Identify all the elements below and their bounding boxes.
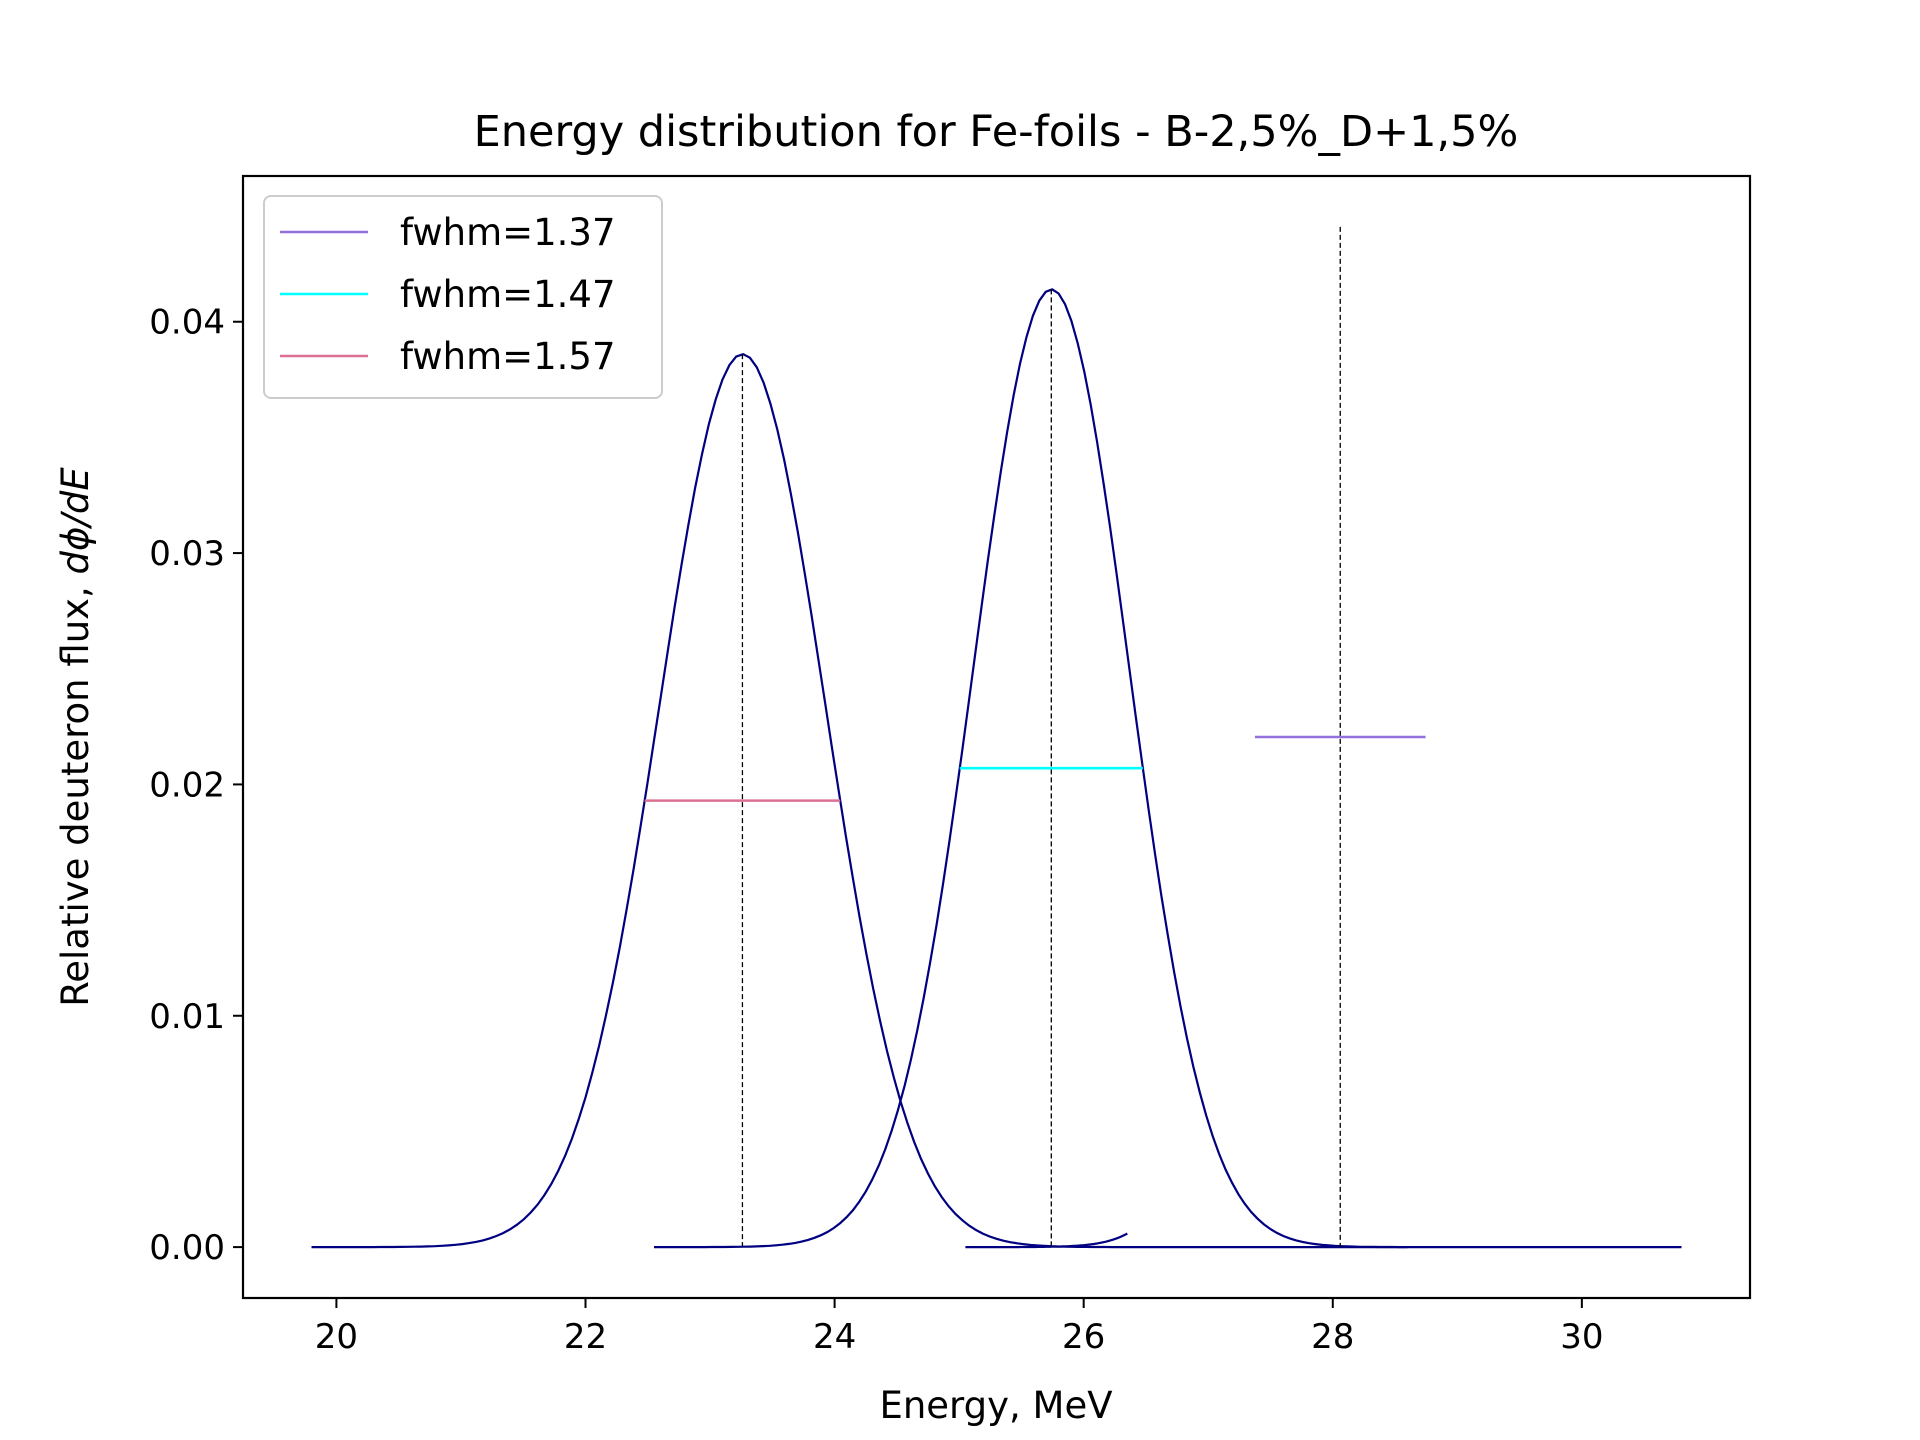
legend-label: fwhm=1.37 — [400, 211, 616, 254]
y-axis: 0.00 0.01 0.02 0.03 0.04 — [149, 303, 243, 1268]
x-tick-label: 30 — [1560, 1317, 1603, 1357]
series-curve — [965, 1232, 1128, 1249]
y-tick-label: 0.03 — [149, 534, 225, 574]
x-tick-label: 26 — [1062, 1317, 1105, 1357]
x-tick-label: 28 — [1311, 1317, 1354, 1357]
plot-frame — [241, 174, 1752, 1300]
y-tick-label: 0.00 — [149, 1228, 225, 1268]
legend-label: fwhm=1.57 — [400, 335, 616, 378]
series-curve — [654, 288, 1682, 1249]
series-curve — [311, 353, 1408, 1249]
legend-box — [263, 195, 663, 399]
x-axis-label: Energy, MeV — [879, 1384, 1112, 1427]
y-axis-label: Relative deuteron flux, dϕ/dE — [54, 467, 97, 1007]
x-tick-label: 20 — [315, 1317, 358, 1357]
y-tick-label: 0.01 — [149, 997, 225, 1037]
y-tick-label: 0.04 — [149, 303, 225, 343]
x-tick-label: 24 — [813, 1317, 856, 1357]
legend-label: fwhm=1.47 — [400, 273, 616, 316]
chart-title: Energy distribution for Fe-foils - B-2,5… — [474, 107, 1519, 157]
x-axis: 20 22 24 26 28 30 — [315, 1298, 1603, 1357]
legend: fwhm=1.37 fwhm=1.47 fwhm=1.57 — [263, 195, 663, 399]
y-axis-label-text: Relative deuteron flux, — [54, 574, 97, 1006]
plot-area — [311, 226, 1682, 1249]
y-axis-label-math: dϕ/dE — [54, 467, 97, 575]
x-tick-label: 22 — [564, 1317, 607, 1357]
y-tick-label: 0.02 — [149, 765, 225, 805]
